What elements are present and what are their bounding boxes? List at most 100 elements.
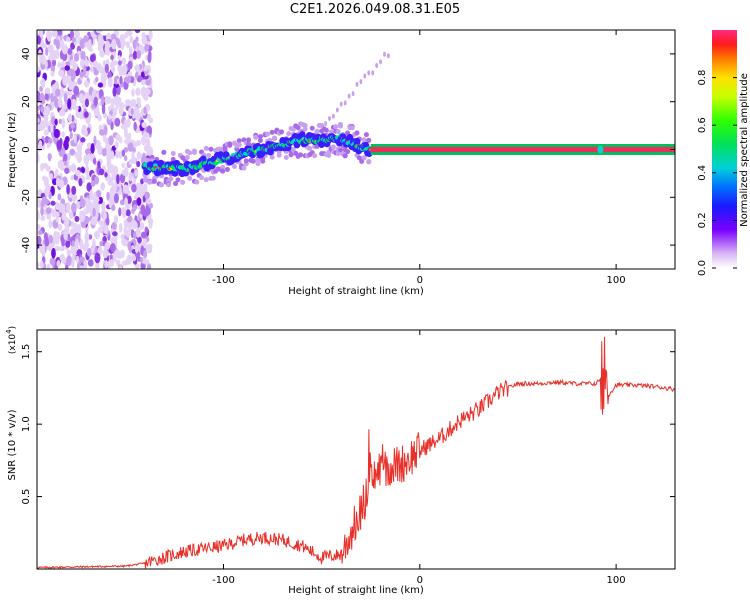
- spectrogram-cell: [86, 247, 92, 257]
- spectrogram-cell: [66, 249, 72, 257]
- spectrogram-cell: [166, 182, 172, 188]
- spectrogram-cell: [80, 137, 86, 143]
- spectrogram-cell: [95, 30, 103, 34]
- spectrogram-cell: [39, 30, 44, 38]
- spectrogram-cell: [347, 93, 351, 99]
- spectrogram-cell: [109, 259, 115, 267]
- spectrogram-cell: [52, 95, 58, 103]
- spectrogram-cell: [54, 88, 61, 97]
- spectrogram-cell: [77, 261, 81, 269]
- spectrogram-cell: [112, 231, 118, 237]
- spectrogram-y-ticks: -40 -20 0 20 40: [21, 48, 675, 253]
- spectrogram-cell: [129, 35, 134, 44]
- spectrogram-cell: [110, 151, 115, 160]
- spectrogram-cell: [140, 231, 147, 239]
- spectrogram-cell: [92, 157, 97, 165]
- spectrogram-cell: [74, 215, 80, 223]
- spectrogram-cell: [126, 254, 132, 265]
- spectrogram-cell: [71, 259, 75, 268]
- spectrogram-cell: [147, 53, 152, 64]
- spectrogram-cell: [126, 195, 132, 205]
- spectrogram-cell: [69, 59, 76, 67]
- spectrogram-cell: [92, 216, 98, 226]
- spectrogram-cell: [59, 254, 64, 262]
- snr-scale-exp: 4: [5, 329, 13, 334]
- spectrogram-cell: [44, 93, 49, 100]
- spectrogram-cell: [70, 246, 77, 256]
- spectrogram-cell: [58, 69, 65, 77]
- snr-x-ticks: -100 0 100: [212, 330, 626, 586]
- spectrogram-cell: [100, 182, 105, 191]
- snr-x-tick-label: 0: [417, 575, 423, 586]
- spectrogram-cell: [112, 112, 116, 119]
- spectrogram-cell: [44, 236, 50, 247]
- spectrogram-cell: [95, 261, 100, 269]
- spectrogram-cell: [37, 210, 40, 222]
- spectrogram-cell: [137, 236, 142, 244]
- spectrogram-cell: [180, 179, 186, 185]
- spectrogram-cell: [83, 259, 88, 269]
- spectrogram-cell: [227, 141, 233, 147]
- spectrogram-cell: [70, 174, 75, 181]
- spectrogram-cell: [39, 92, 45, 102]
- spectrogram-cell: [104, 172, 108, 178]
- spectrogram-cell: [168, 176, 174, 182]
- spectrogram-cell: [47, 44, 54, 53]
- spectrogram-cell: [69, 30, 75, 40]
- spectrogram-cell: [148, 220, 153, 229]
- spectrogram-cell: [96, 62, 102, 70]
- spectrogram-cell: [51, 209, 57, 218]
- spectrogram-x-tick-label: -100: [212, 275, 235, 286]
- spectrogram-cell: [67, 113, 73, 123]
- spectrogram-cell: [141, 138, 148, 144]
- spectrogram-cell: [73, 222, 79, 234]
- spectrogram-cell: [60, 86, 64, 98]
- spectrogram-cell: [295, 125, 301, 131]
- spectrogram-cell: [127, 142, 134, 153]
- spectrogram-cell: [141, 35, 148, 46]
- spectrogram-cell: [143, 106, 147, 114]
- spectrogram-cell: [126, 229, 131, 238]
- spectrogram-cell: [50, 71, 55, 77]
- spectrogram-cell: [151, 178, 157, 184]
- snr-x-tick-label: 100: [607, 575, 626, 586]
- spectrogram-cell: [47, 32, 53, 38]
- spectrogram-cell: [255, 161, 261, 167]
- spectrogram-cell: [58, 179, 65, 189]
- spectrogram-cell: [124, 32, 129, 39]
- spectrogram-cell: [87, 41, 92, 51]
- spectrogram-cell: [144, 191, 151, 200]
- spectrogram-cell: [142, 238, 147, 249]
- spectrogram-cell: [49, 172, 54, 180]
- spectrogram-cell: [92, 238, 96, 250]
- spectrogram-cell: [272, 135, 278, 141]
- spectrogram-cell: [135, 71, 139, 79]
- spectrogram-cell: [173, 181, 179, 187]
- spectrogram-cell: [144, 143, 151, 150]
- spectrogram-cell: [86, 201, 91, 208]
- spectrogram-cell: [140, 71, 145, 78]
- spectrogram-cell: [135, 36, 139, 43]
- spectrogram-cell: [114, 249, 121, 258]
- spectrogram-cell: [191, 149, 197, 155]
- colorbar-tick-label: 0.4: [697, 165, 708, 181]
- spectrogram-cell: [94, 230, 100, 239]
- spectrogram-cell: [231, 163, 237, 169]
- spectrogram-cell: [158, 182, 164, 188]
- colorbar-tick-label: 0.6: [697, 117, 708, 133]
- spectrogram-cell: [117, 60, 122, 66]
- spectrogram-cell: [43, 114, 49, 122]
- spectrogram-cell: [73, 52, 80, 62]
- spectrogram-cell: [143, 250, 148, 259]
- spectrogram-cell: [38, 139, 43, 150]
- spectrogram-cell: [46, 263, 51, 269]
- spectrogram-cell: [110, 33, 117, 40]
- spectrogram-cell: [46, 165, 51, 172]
- spectrogram-cell: [145, 79, 151, 86]
- colorbar-gradient: [712, 30, 737, 268]
- spectrogram-cell: [363, 73, 367, 79]
- spectrogram-cell: [39, 260, 44, 269]
- spectrogram-cell: [118, 207, 122, 217]
- spectrogram-cell: [255, 157, 261, 163]
- spectrogram-cell: [79, 198, 86, 209]
